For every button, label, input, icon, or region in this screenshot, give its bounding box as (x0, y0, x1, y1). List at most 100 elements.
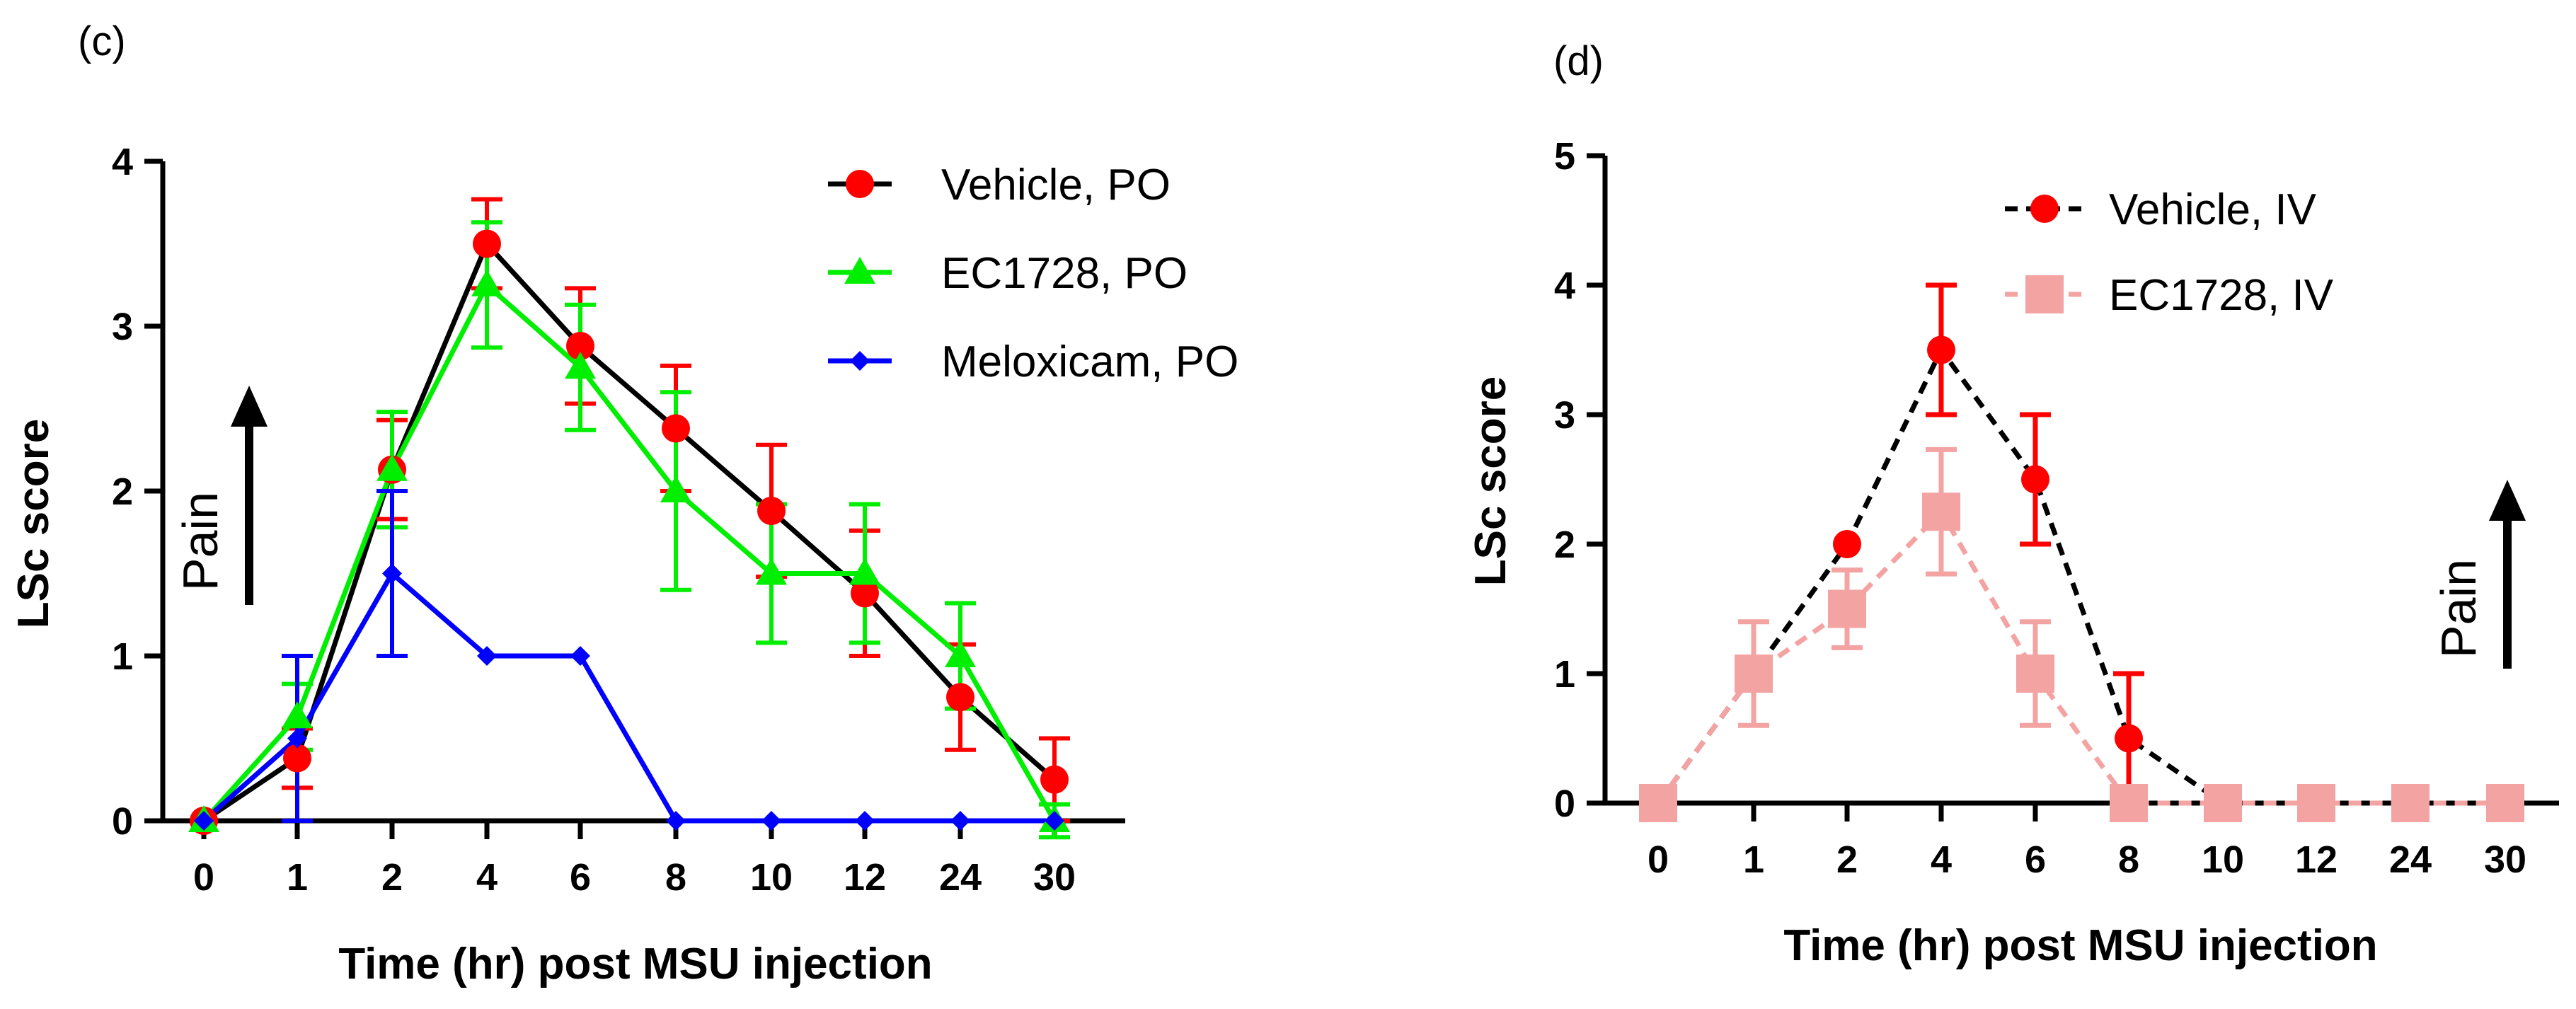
data-point (473, 229, 501, 258)
x-tick-label: 4 (476, 856, 498, 899)
series-line (1656, 347, 2505, 806)
data-point (662, 414, 690, 443)
pain-arrow-head (231, 386, 268, 427)
legend-entry: Vehicle, IV (2109, 185, 2317, 234)
y-axis-title: LSc score (1466, 376, 1515, 586)
legend-entry: Meloxicam, PO (941, 338, 1238, 386)
data-point (1833, 530, 1861, 558)
x-tick-label: 4 (1931, 838, 1952, 881)
data-point (761, 811, 781, 831)
x-tick-label: 24 (2389, 838, 2432, 881)
series-line (202, 241, 1057, 823)
data-point (946, 683, 974, 712)
legend-marker (846, 170, 874, 198)
y-tick-label: 4 (1554, 265, 1575, 307)
data-point (1927, 335, 1955, 364)
pain-annotation: Pain (173, 492, 228, 591)
y-axis-title: LSc score (9, 419, 58, 628)
legend-entry: EC1728, PO (941, 249, 1188, 298)
x-tick-label: 6 (570, 856, 591, 899)
data-point (565, 352, 596, 379)
x-axis-title: Time (hr) post MSU injection (1783, 921, 2377, 970)
data-point (376, 454, 408, 481)
series-ec1728-po (202, 220, 1070, 840)
data-point (2110, 784, 2148, 822)
data-point (1040, 765, 1069, 794)
data-point (851, 579, 879, 608)
series-vehicle-iv (1656, 282, 2505, 806)
x-tick-label: 1 (287, 856, 308, 899)
x-tick-label: 30 (1033, 856, 1076, 899)
data-point (756, 558, 787, 585)
y-tick-label: 0 (112, 800, 133, 843)
data-point (570, 646, 590, 666)
data-point (2204, 784, 2242, 822)
series-line (202, 282, 1057, 823)
x-tick-label: 2 (1836, 838, 1858, 881)
data-point (2486, 784, 2524, 822)
series-vehicle-po (202, 197, 1070, 823)
pain-annotation: Pain (2431, 559, 2486, 658)
data-point (194, 811, 214, 831)
y-tick-label: 1 (1554, 653, 1575, 696)
x-tick-label: 12 (2295, 838, 2338, 881)
data-point (1828, 589, 1866, 628)
data-point (757, 496, 786, 525)
series-line (202, 571, 1054, 824)
data-point (1735, 655, 1773, 693)
data-point (945, 640, 976, 667)
x-tick-label: 6 (2025, 838, 2046, 881)
data-point (1639, 784, 1677, 822)
data-point (849, 558, 880, 585)
data-point (566, 331, 594, 360)
legend-marker (2025, 275, 2064, 313)
data-point (2016, 655, 2054, 693)
data-point (287, 728, 307, 749)
data-point (382, 563, 402, 584)
y-tick-label: 2 (112, 471, 133, 513)
y-tick-label: 3 (112, 306, 133, 348)
x-tick-label: 0 (1648, 838, 1669, 881)
legend-entry: Vehicle, PO (941, 161, 1171, 209)
x-axis-title: Time (hr) post MSU injection (338, 940, 932, 988)
x-tick-label: 10 (750, 856, 793, 899)
pain-arrow-head (2489, 480, 2526, 521)
legend-marker (850, 351, 870, 371)
data-point (2297, 784, 2335, 822)
y-tick-label: 2 (1554, 524, 1575, 566)
legend-marker (844, 257, 875, 284)
data-point (2021, 465, 2049, 494)
y-tick-label: 0 (1554, 783, 1575, 825)
y-tick-label: 4 (112, 141, 133, 183)
panel-label: (d) (1553, 38, 1604, 84)
data-point (2115, 724, 2143, 753)
x-tick-label: 1 (1743, 838, 1764, 881)
data-point (282, 701, 313, 729)
data-point (477, 646, 497, 666)
legend-marker (2030, 195, 2059, 223)
y-tick-label: 3 (1554, 394, 1575, 437)
data-point (2391, 784, 2430, 822)
y-tick-label: 5 (1554, 135, 1575, 178)
legend-entry: EC1728, IV (2109, 271, 2334, 320)
x-tick-label: 24 (939, 856, 982, 899)
data-point (950, 811, 970, 831)
x-tick-label: 12 (844, 856, 886, 899)
x-tick-label: 30 (2484, 838, 2526, 881)
data-point (855, 811, 875, 831)
x-tick-label: 2 (381, 856, 403, 899)
panel-label: (c) (78, 18, 126, 64)
x-tick-label: 8 (665, 856, 686, 899)
x-tick-label: 8 (2118, 838, 2139, 881)
data-point (283, 744, 311, 773)
data-point (666, 811, 686, 831)
data-point (1922, 492, 1960, 531)
series-line (1656, 509, 2505, 806)
data-point (1045, 811, 1064, 831)
y-tick-label: 1 (112, 635, 133, 678)
x-tick-label: 0 (193, 856, 214, 899)
x-tick-label: 10 (2202, 838, 2244, 881)
